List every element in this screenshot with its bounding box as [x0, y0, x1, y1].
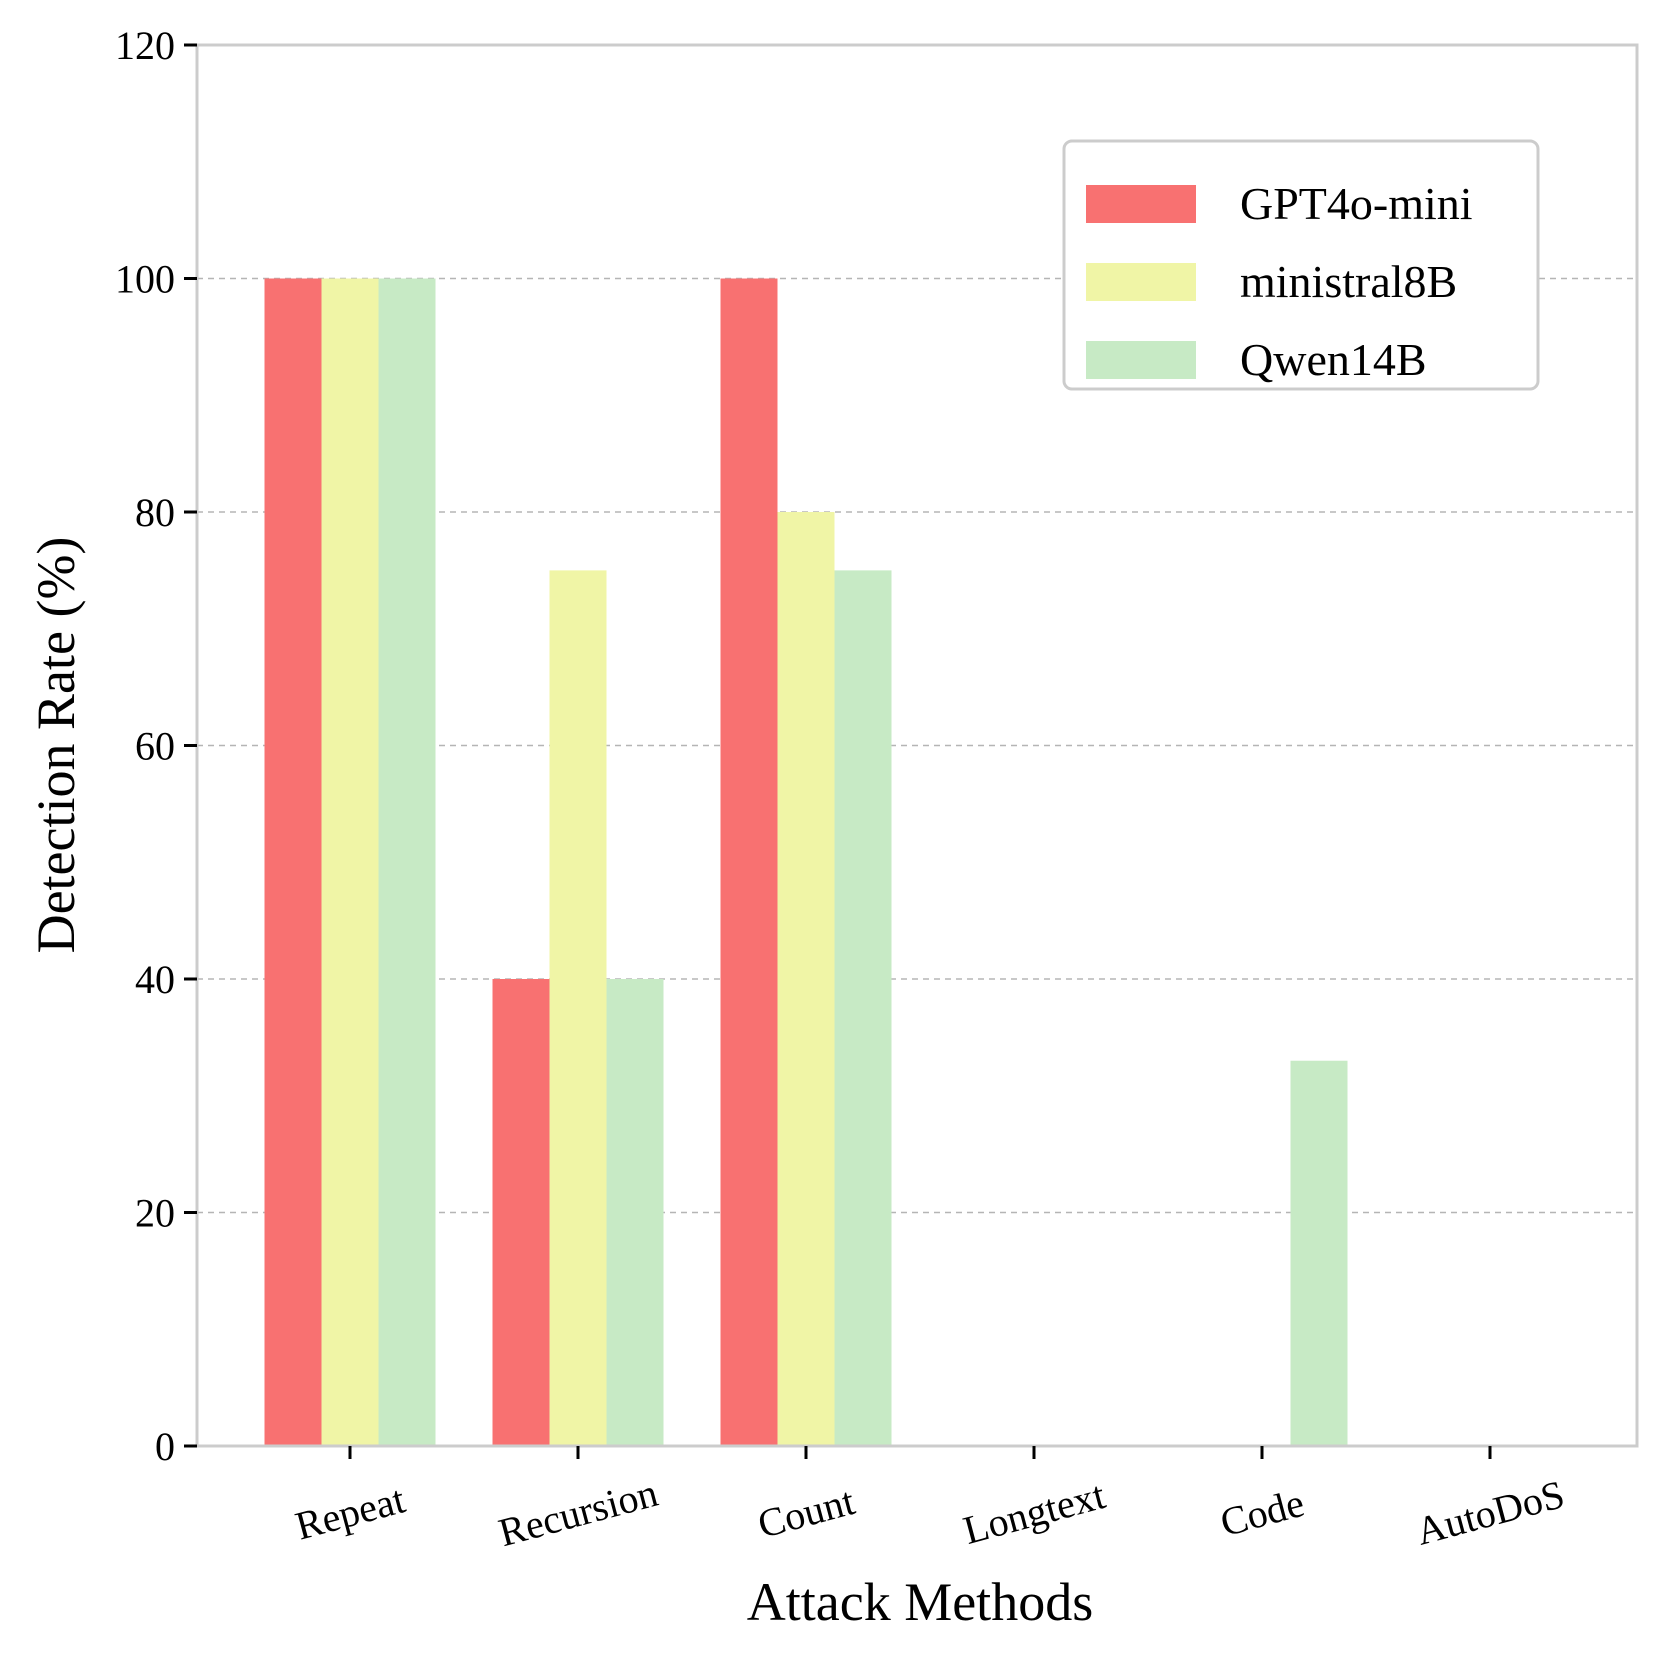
x-tick-label: Repeat [291, 1476, 410, 1548]
legend-label: ministral8B [1240, 256, 1457, 307]
y-tick-label: 40 [135, 957, 175, 1002]
y-tick-label: 100 [115, 257, 175, 302]
legend-swatch [1086, 341, 1196, 379]
bar-ministral8b-recursion [549, 570, 607, 1446]
bar-qwen14b-count [834, 570, 892, 1446]
legend-label: Qwen14B [1240, 334, 1427, 385]
x-tick-label: Code [1216, 1480, 1309, 1545]
bar-qwen14b-recursion [606, 979, 664, 1446]
bar-ministral8b-count [777, 512, 835, 1446]
x-tick-label: Recursion [494, 1470, 662, 1555]
bar-gpt4o-mini-recursion [492, 979, 550, 1446]
x-tick-label: Longtext [959, 1472, 1110, 1553]
bar-ministral8b-repeat [321, 278, 379, 1446]
legend-swatch [1086, 263, 1196, 301]
x-tick-label: AutoDoS [1411, 1471, 1569, 1554]
x-axis: Repeat Recursion Count Longtext Code AutoDoS [291, 1446, 1569, 1555]
x-axis-title: Attack Methods [747, 1572, 1093, 1632]
legend-swatch [1086, 185, 1196, 223]
y-tick-label: 0 [155, 1424, 175, 1469]
bar-qwen14b-code [1290, 1060, 1348, 1446]
bar-gpt4o-mini-count [720, 278, 778, 1446]
y-axis-title: Detection Rate (%) [26, 537, 86, 954]
legend-label: GPT4o-mini [1240, 178, 1473, 229]
y-tick-label: 20 [135, 1191, 175, 1236]
y-tick-label: 60 [135, 724, 175, 769]
bar-gpt4o-mini-repeat [264, 278, 322, 1446]
x-tick-label: Count [753, 1478, 859, 1547]
legend: GPT4o-mini ministral8B Qwen14B [1062, 139, 1540, 391]
y-tick-label: 120 [115, 23, 175, 68]
y-tick-label: 80 [135, 490, 175, 535]
bar-qwen14b-repeat [378, 278, 436, 1446]
bars [264, 278, 1348, 1446]
y-axis: 0 20 40 60 80 100 120 [115, 23, 197, 1469]
